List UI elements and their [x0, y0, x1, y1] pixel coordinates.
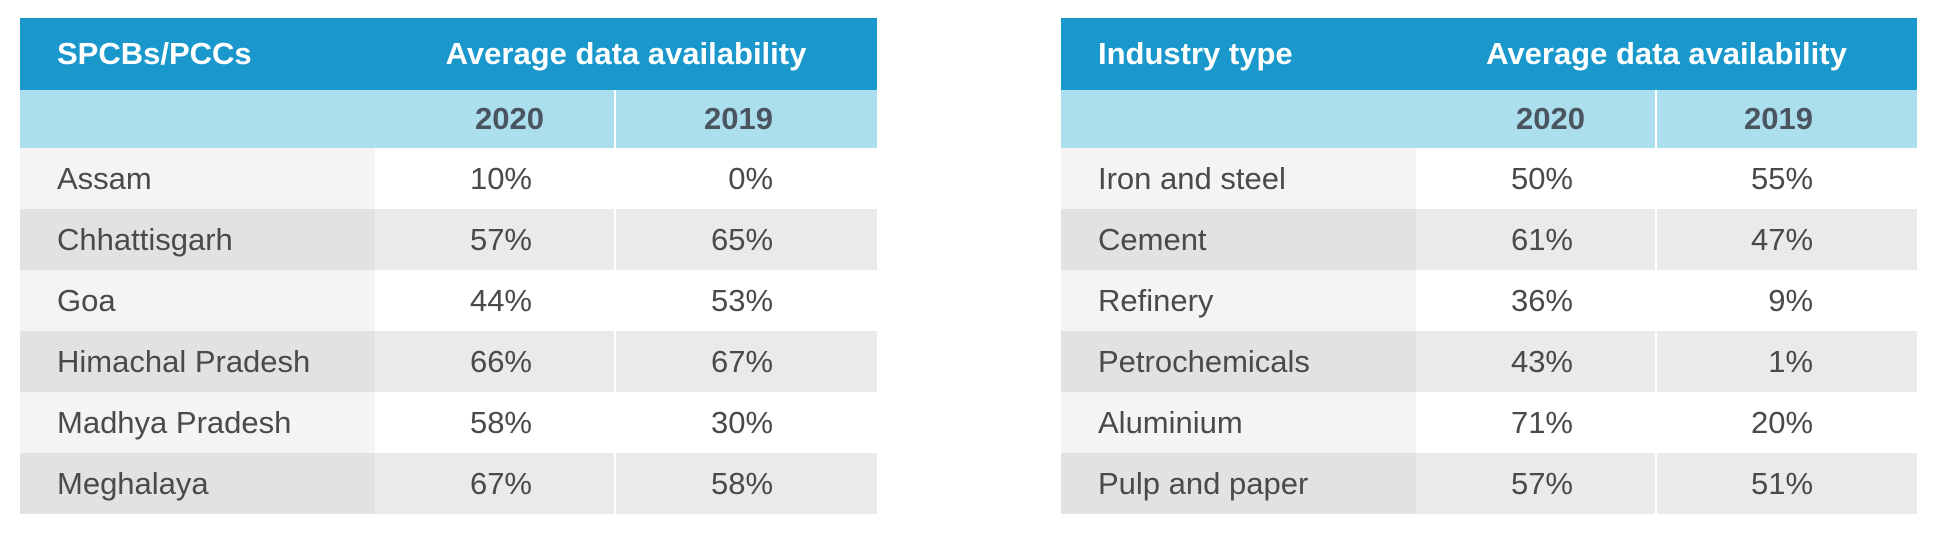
value-2019: 53%: [615, 270, 878, 331]
column-header-average-data-availability: Average data availability: [375, 18, 878, 90]
row-label: Pulp and paper: [1061, 453, 1416, 514]
row-label: Madhya Pradesh: [20, 392, 375, 453]
row-label: Iron and steel: [1061, 148, 1416, 209]
row-label: Goa: [20, 270, 375, 331]
column-header-spcbs: SPCBs/PCCs: [20, 18, 375, 90]
value-2020: 10%: [375, 148, 616, 209]
table-row: Madhya Pradesh 58% 30%: [20, 392, 878, 453]
table-row: Aluminium 71% 20%: [1061, 392, 1918, 453]
value-2020: 57%: [1416, 453, 1657, 514]
value-2020: 61%: [1416, 209, 1657, 270]
value-2020: 43%: [1416, 331, 1657, 392]
column-header-2019: 2019: [1656, 90, 1918, 148]
subheader-blank: [20, 90, 375, 148]
table-row: Petrochemicals 43% 1%: [1061, 331, 1918, 392]
table-row: Goa 44% 53%: [20, 270, 878, 331]
column-header-2019: 2019: [615, 90, 878, 148]
table-row: Chhattisgarh 57% 65%: [20, 209, 878, 270]
value-2020: 57%: [375, 209, 616, 270]
value-2019: 51%: [1656, 453, 1918, 514]
row-label: Chhattisgarh: [20, 209, 375, 270]
table-row: Himachal Pradesh 66% 67%: [20, 331, 878, 392]
industry-data-availability-table: Industry type Average data availability …: [1061, 18, 1918, 514]
value-2020: 71%: [1416, 392, 1657, 453]
table-body: Iron and steel 50% 55% Cement 61% 47% Refinery…: [1061, 148, 1918, 514]
column-header-industry-type: Industry type: [1061, 18, 1416, 90]
value-2019: 9%: [1656, 270, 1918, 331]
table-row: Meghalaya 67% 58%: [20, 453, 878, 514]
column-header-2020: 2020: [375, 90, 616, 148]
column-header-2020: 2020: [1416, 90, 1657, 148]
value-2020: 50%: [1416, 148, 1657, 209]
table-body: Assam 10% 0% Chhattisgarh 57% 65% Goa 44% 53% Him…: [20, 148, 878, 514]
value-2019: 0%: [615, 148, 878, 209]
table-subheader-row: 2020 2019: [1061, 90, 1918, 148]
row-label: Refinery: [1061, 270, 1416, 331]
column-header-average-data-availability: Average data availability: [1416, 18, 1918, 90]
value-2020: 58%: [375, 392, 616, 453]
table-row: Assam 10% 0%: [20, 148, 878, 209]
table-row: Refinery 36% 9%: [1061, 270, 1918, 331]
value-2020: 66%: [375, 331, 616, 392]
row-label: Cement: [1061, 209, 1416, 270]
table-row: Cement 61% 47%: [1061, 209, 1918, 270]
value-2019: 58%: [615, 453, 878, 514]
value-2019: 30%: [615, 392, 878, 453]
value-2019: 20%: [1656, 392, 1918, 453]
table-header-row: SPCBs/PCCs Average data availability: [20, 18, 878, 90]
row-label: Himachal Pradesh: [20, 331, 375, 392]
value-2020: 36%: [1416, 270, 1657, 331]
row-label: Petrochemicals: [1061, 331, 1416, 392]
table-subheader-row: 2020 2019: [20, 90, 878, 148]
subheader-blank: [1061, 90, 1416, 148]
value-2019: 55%: [1656, 148, 1918, 209]
table-header-row: Industry type Average data availability: [1061, 18, 1918, 90]
value-2020: 67%: [375, 453, 616, 514]
row-label: Assam: [20, 148, 375, 209]
value-2019: 67%: [615, 331, 878, 392]
value-2019: 47%: [1656, 209, 1918, 270]
value-2020: 44%: [375, 270, 616, 331]
value-2019: 1%: [1656, 331, 1918, 392]
table-row: Iron and steel 50% 55%: [1061, 148, 1918, 209]
row-label: Aluminium: [1061, 392, 1416, 453]
value-2019: 65%: [615, 209, 878, 270]
table-row: Pulp and paper 57% 51%: [1061, 453, 1918, 514]
row-label: Meghalaya: [20, 453, 375, 514]
spcb-data-availability-table: SPCBs/PCCs Average data availability 202…: [20, 18, 878, 514]
